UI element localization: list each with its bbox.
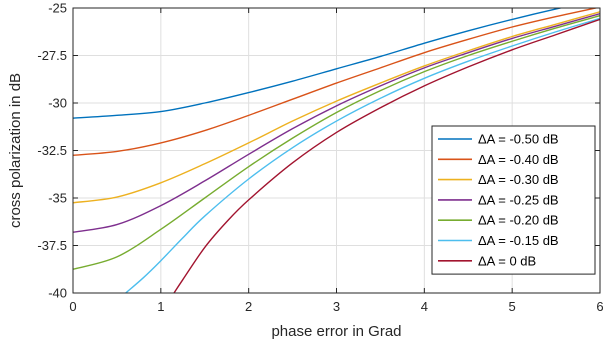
legend-entry: ΔA = -0.25 dB xyxy=(478,192,559,207)
x-tick-label: 1 xyxy=(157,299,164,314)
x-tick-label: 6 xyxy=(596,299,603,314)
y-tick-label: -37.5 xyxy=(37,238,67,253)
y-tick-label: -30 xyxy=(48,96,67,111)
series-line-1 xyxy=(73,8,599,156)
legend-entry: ΔA = -0.30 dB xyxy=(478,172,559,187)
y-tick-label: -25 xyxy=(48,1,67,16)
series-lines xyxy=(73,8,600,293)
legend: ΔA = -0.50 dB ΔA = -0.40 dB ΔA = -0.30 dB Δ… xyxy=(431,125,596,275)
x-tick-label: 5 xyxy=(509,299,516,314)
series-line-3 xyxy=(73,13,600,233)
ticks xyxy=(72,7,601,294)
y-tick-label: -40 xyxy=(48,286,67,301)
y-tick-label: -35 xyxy=(48,191,67,206)
tick-labels: 0 1 2 3 4 5 6 -40 -37.5 -35 -32.5 -30 -27.5 -25 xyxy=(37,1,603,315)
legend-entry: ΔA = -0.50 dB xyxy=(478,132,559,147)
x-tick-label: 4 xyxy=(421,299,428,314)
x-tick-label: 0 xyxy=(69,299,76,314)
x-tick-label: 2 xyxy=(245,299,252,314)
y-axis-label: cross polarization in dB xyxy=(7,73,24,228)
series-line-0 xyxy=(73,8,564,119)
series-line-2 xyxy=(73,11,600,204)
series-line-4 xyxy=(73,14,600,270)
legend-entry: ΔA = -0.15 dB xyxy=(478,233,559,248)
legend-entry: ΔA = -0.20 dB xyxy=(478,213,559,228)
legend-entry: ΔA = -0.40 dB xyxy=(478,152,559,167)
series-line-6 xyxy=(173,18,600,293)
x-tick-label: 3 xyxy=(333,299,340,314)
y-tick-label: -27.5 xyxy=(37,48,67,63)
x-axis-label: phase error in Grad xyxy=(271,323,401,340)
series-line-5 xyxy=(125,17,600,293)
y-tick-label: -32.5 xyxy=(37,143,67,158)
legend-entry: ΔA = 0 dB xyxy=(478,253,536,268)
